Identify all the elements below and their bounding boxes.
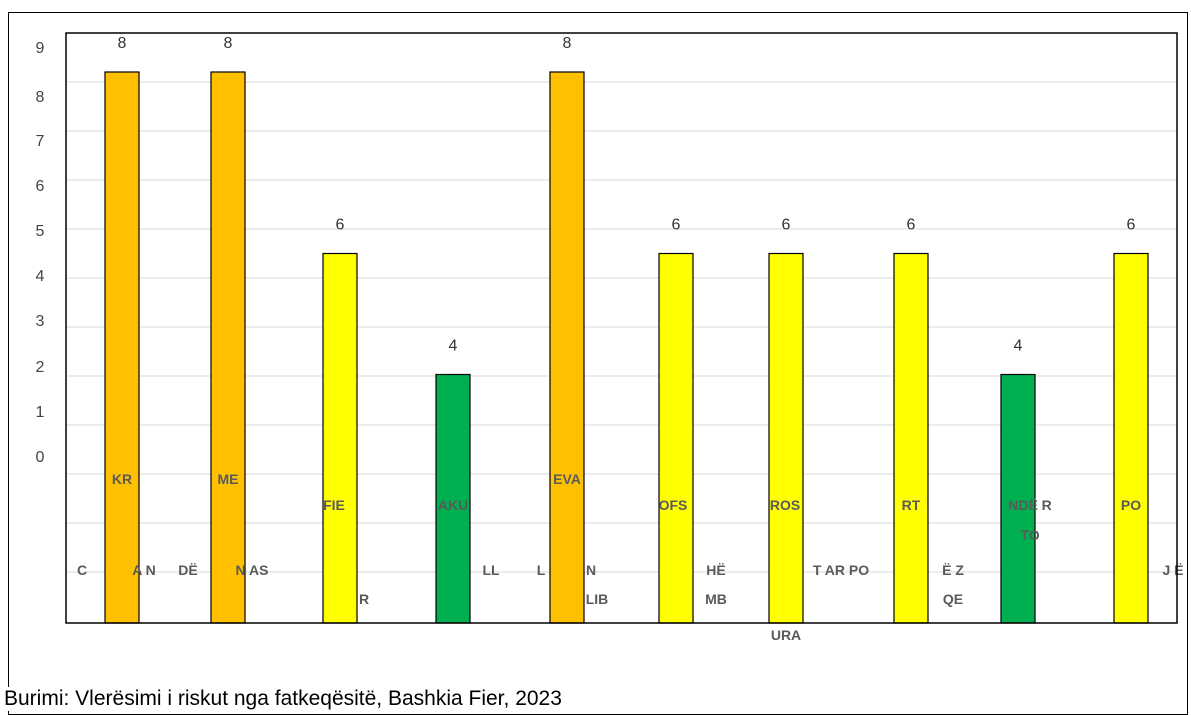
y-tick-label: 1 [36, 404, 45, 421]
y-tick-label: 9 [36, 40, 45, 57]
bar [1000, 373, 1036, 624]
category-label-fragment: LL [482, 562, 500, 578]
bar [768, 252, 804, 624]
y-tick-label: 7 [36, 133, 45, 150]
y-tick-label: 5 [36, 223, 45, 240]
category-label-fragment: URA [771, 627, 801, 643]
bar [210, 71, 246, 624]
y-tick-label: 2 [36, 359, 45, 376]
data-label: 6 [672, 217, 681, 234]
category-label-fragment: RT [902, 497, 921, 513]
category-label-fragment: ME [218, 471, 239, 487]
category-label-fragment: QE [943, 591, 963, 607]
bar [104, 71, 140, 624]
category-label-fragment: T AR PO [813, 562, 869, 578]
bar [549, 71, 585, 624]
category-label-fragment: ROS [770, 497, 800, 513]
data-label: 4 [449, 338, 458, 355]
category-label-fragment: N AS [236, 562, 269, 578]
category-label-fragment: LIB [586, 591, 609, 607]
y-tick-label: 6 [36, 178, 45, 195]
category-label-fragment: Ë Z [942, 562, 964, 578]
category-label-fragment: N [586, 562, 596, 578]
data-label: 6 [1127, 217, 1136, 234]
y-tick-label: 4 [36, 268, 45, 285]
category-label-fragment: MB [705, 591, 727, 607]
bars [104, 71, 1149, 624]
category-label-fragment: J Ë [1162, 562, 1183, 578]
category-label-fragment: AKU [438, 497, 468, 513]
bar [893, 252, 929, 624]
category-label-fragment: L [537, 562, 546, 578]
category-label-fragment: C [77, 562, 87, 578]
category-label-fragment: FIE [323, 497, 345, 513]
category-label-fragment: KR [112, 471, 132, 487]
data-labels: 8 8 6 4 8 6 6 6 4 6 [118, 35, 1136, 355]
y-tick-label: 3 [36, 313, 45, 330]
category-label-fragment: OFS [659, 497, 688, 513]
category-label-fragment: PO [1121, 497, 1141, 513]
y-tick-label: 8 [36, 89, 45, 106]
bar [1113, 252, 1149, 624]
category-label-fragment: A N [132, 562, 156, 578]
plot-area-border [65, 32, 1178, 624]
source-note: Burimi: Vlerësimi i riskut nga fatkeqësi… [4, 687, 566, 711]
bar [435, 373, 471, 624]
y-tick-label: 0 [36, 449, 45, 466]
data-label: 4 [1014, 338, 1023, 355]
bar [658, 252, 694, 624]
data-label: 6 [336, 217, 345, 234]
data-label: 8 [563, 35, 572, 52]
category-label-fragment: EVA [553, 471, 581, 487]
chart-frame [8, 12, 1188, 715]
bar [322, 252, 358, 624]
category-label-fragment: DË [178, 562, 197, 578]
category-label-fragment: HË [706, 562, 725, 578]
data-label: 6 [907, 217, 916, 234]
category-label-fragment: R [359, 591, 369, 607]
data-label: 8 [118, 35, 127, 52]
category-label-fragment: TO [1020, 527, 1039, 543]
grid-lines [66, 81, 1177, 573]
category-label-fragments: KR ME FIE AKU EVA OFS ROS RT NDË R TO PO C A N DË N AS… [77, 471, 1184, 643]
category-label-fragment: NDË R [1008, 497, 1052, 513]
y-axis-ticks: 9 8 7 6 5 4 3 2 1 0 [36, 40, 45, 466]
data-label: 8 [224, 35, 233, 52]
data-label: 6 [782, 217, 791, 234]
